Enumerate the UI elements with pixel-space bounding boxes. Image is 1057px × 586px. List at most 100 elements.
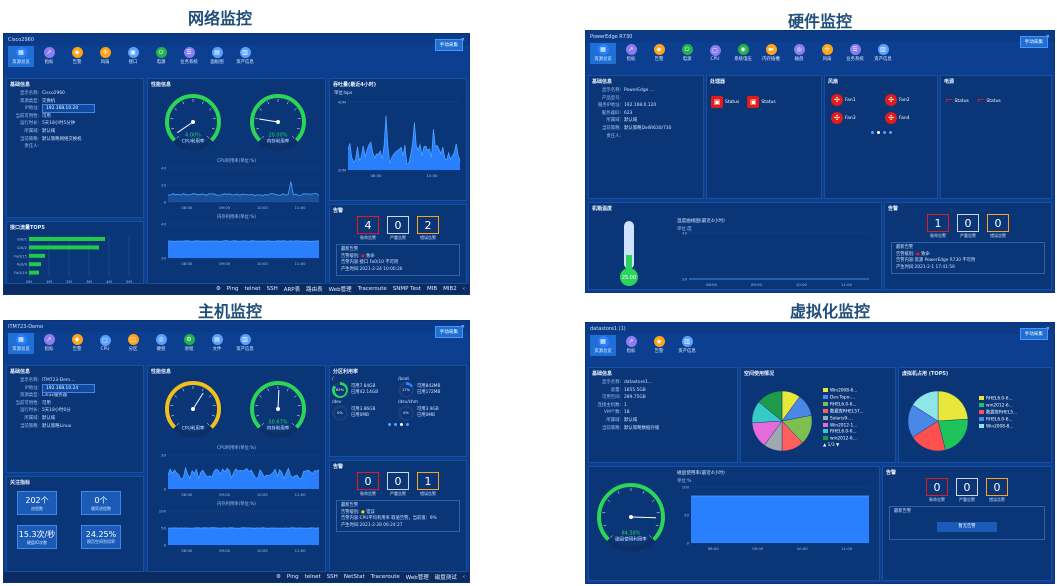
status-link[interactable]: SNMP Test (392, 286, 422, 292)
psu-status[interactable]: ⌐ Status (977, 96, 1001, 106)
legend-item[interactable]: Solaris9-... (823, 415, 864, 423)
alarm-counter[interactable]: 0 严重告警 (387, 216, 409, 241)
legend-item[interactable]: Win2012-1... (823, 422, 864, 430)
fan-status[interactable]: ✣ Fan3 (831, 112, 877, 124)
legend-item[interactable]: win2012-6... (823, 436, 864, 443)
status-link[interactable]: SSH (266, 286, 278, 292)
toolbar-button-disk[interactable]: ◎ 磁盘 (786, 43, 812, 64)
legend-item[interactable]: Win2008-6... (823, 388, 864, 395)
status-link[interactable]: ‹ (462, 286, 465, 292)
toolbar-button-proc[interactable]: ⚙ 进程 (176, 333, 202, 354)
toolbar-button-fan[interactable]: ✣ 风扇 (814, 43, 840, 64)
toolbar-button-power[interactable]: ⏻ 电源 (148, 46, 174, 67)
status-link[interactable]: 路由表 (306, 287, 323, 293)
toolbar-button-bell[interactable]: ◆ 告警 (646, 335, 672, 356)
pager-dots[interactable] (825, 131, 937, 134)
manual-collect-button[interactable]: 手动采集 (434, 326, 463, 338)
toolbar-button-bell[interactable]: ◆ 告警 (64, 333, 90, 354)
status-link[interactable]: Ping (286, 574, 299, 580)
toolbar-button-chart[interactable]: ↗ 指标 (618, 43, 644, 64)
vm-pie-slice[interactable] (912, 420, 946, 452)
alarm-counter[interactable]: 0 致命告警 (357, 472, 379, 497)
legend-item[interactable]: RHEL6.0-6... (823, 401, 864, 409)
toolbar-button-file[interactable]: ▤ 文件 (204, 333, 230, 354)
alarm-counter[interactable]: 1 致命告警 (927, 214, 949, 239)
toolbar-button-part[interactable]: ◫ 分区 (120, 333, 146, 354)
status-link[interactable]: Traceroute (357, 286, 387, 292)
toolbar-button-chart[interactable]: ↗ 指标 (36, 333, 62, 354)
toolbar-button-asset[interactable]: ▥ 资产信息 (232, 333, 258, 354)
alarm-counter[interactable]: 0 错误告警 (987, 214, 1009, 239)
partition-item[interactable]: /85% 可用7.84GB 已用42.14GB (332, 377, 398, 398)
space-pie-slice[interactable] (758, 390, 783, 422)
toolbar-button-cpu[interactable]: ▢ CPU (702, 43, 728, 64)
toolbar-button-biz[interactable]: ☰ 业务系统 (176, 46, 202, 67)
fan-status[interactable]: ✣ Fan4 (885, 112, 931, 124)
status-link[interactable]: NetStat (343, 574, 365, 580)
partition-item[interactable]: /dev 0% 可用3.86GB 已用0MB (332, 400, 398, 421)
toolbar-button-disk[interactable]: ◎ 硬盘 (148, 333, 174, 354)
toolbar-button-cpu[interactable]: ▢ CPU (92, 333, 118, 354)
toolbar-button-grid[interactable]: ▦ 资源总览 (8, 332, 34, 354)
toolbar-button-grid[interactable]: ▦ 资源总览 (590, 42, 616, 64)
toolbar-button-grid[interactable]: ▦ 资源总览 (8, 45, 34, 67)
status-link[interactable]: ARP表 (283, 287, 301, 293)
alarm-counter[interactable]: 1 错误告警 (417, 472, 439, 497)
status-link[interactable]: Ping (226, 286, 239, 292)
pager-dots[interactable] (330, 423, 466, 426)
toolbar-button-grid[interactable]: ▦ 资源总览 (590, 334, 616, 356)
alarm-counter[interactable]: 2 错误告警 (417, 216, 439, 241)
legend-item[interactable]: RHEL6.0-6... (979, 396, 1017, 403)
toolbar-button-fan[interactable]: ✣ 风扇 (92, 46, 118, 67)
manual-collect-button[interactable]: 手动采集 (1019, 328, 1048, 340)
alarm-counter[interactable]: 4 致命告警 (357, 216, 379, 241)
alarm-counter[interactable]: 0 严重告警 (387, 472, 409, 497)
toolbar-button-asset[interactable]: ▥ 资产信息 (674, 335, 700, 356)
vm-pie-slice[interactable] (912, 390, 939, 422)
status-link[interactable]: telnet (244, 286, 261, 292)
toolbar-button-chart[interactable]: ↗ 指标 (36, 46, 62, 67)
processor-status[interactable]: ▣ Status (747, 96, 776, 108)
manual-collect-button[interactable]: 手动采集 (434, 39, 463, 51)
legend-item[interactable]: 数据库RHEL57... (823, 408, 864, 416)
toolbar-button-bell[interactable]: ◆ 告警 (646, 43, 672, 64)
legend-item[interactable]: Dev.Topo-... (823, 394, 864, 402)
manual-collect-button[interactable]: 手动采集 (1019, 36, 1048, 48)
toolbar-button-bell[interactable]: ◆ 告警 (64, 46, 90, 67)
status-link[interactable]: Web管理 (328, 287, 352, 293)
toolbar-button-panel[interactable]: ▤ 面板图 (204, 46, 230, 67)
vm-pie-slice[interactable] (937, 390, 969, 422)
no-alarm-button[interactable]: 暂无告警 (937, 521, 997, 532)
status-link[interactable]: Traceroute (370, 574, 400, 580)
alarm-counter[interactable]: 0 严重告警 (957, 214, 979, 239)
toolbar-button-volt[interactable]: ◉ 系统电压 (730, 43, 756, 64)
psu-status[interactable]: ⌐ Status (945, 96, 969, 106)
toolbar-button-chart[interactable]: ↗ 指标 (618, 335, 644, 356)
toolbar-button-biz[interactable]: ☰ 业务系统 (842, 43, 868, 64)
status-link[interactable]: Web管理 (405, 575, 429, 581)
legend-item[interactable]: Win2008-8... (979, 423, 1017, 431)
partition-item[interactable]: /dev/shm 0% 可用3.9GB 已用0MB (398, 400, 464, 421)
status-link[interactable]: 磁盘测试 (434, 575, 457, 581)
fan-status[interactable]: ✣ Fan1 (831, 94, 877, 106)
pager-right-icon[interactable]: ▼ (834, 443, 840, 449)
processor-status[interactable]: ▣ Status (711, 96, 739, 108)
alarm-counter[interactable]: 0 错误告警 (986, 478, 1008, 503)
toolbar-button-asset[interactable]: ▥ 资产信息 (232, 46, 258, 67)
legend-item[interactable]: RHEL6.0-6... (979, 416, 1017, 424)
fan-status[interactable]: ✣ Fan2 (885, 94, 931, 106)
status-link[interactable]: MIB (427, 286, 438, 292)
legend-item[interactable]: 数据库RHEL5... (979, 409, 1017, 417)
alarm-counter[interactable]: 0 致命告警 (926, 478, 948, 503)
legend-item[interactable]: win2012-6... (979, 402, 1017, 410)
alarm-counter[interactable]: 0 严重告警 (956, 478, 978, 503)
status-link[interactable]: ‹ (462, 574, 465, 580)
vm-pie-slice[interactable] (937, 418, 969, 451)
status-link[interactable]: MIB2 (443, 286, 457, 292)
legend-pager[interactable]: ▲ 1/3 ▼ (823, 443, 864, 449)
status-link[interactable]: SSH (326, 574, 338, 580)
toolbar-button-port[interactable]: ▣ 接口 (120, 46, 146, 67)
toolbar-button-asset[interactable]: ▥ 资产信息 (870, 43, 896, 64)
status-link[interactable]: telnet (304, 574, 321, 580)
toolbar-button-mem[interactable]: ▬ 内存插槽 (758, 43, 784, 64)
